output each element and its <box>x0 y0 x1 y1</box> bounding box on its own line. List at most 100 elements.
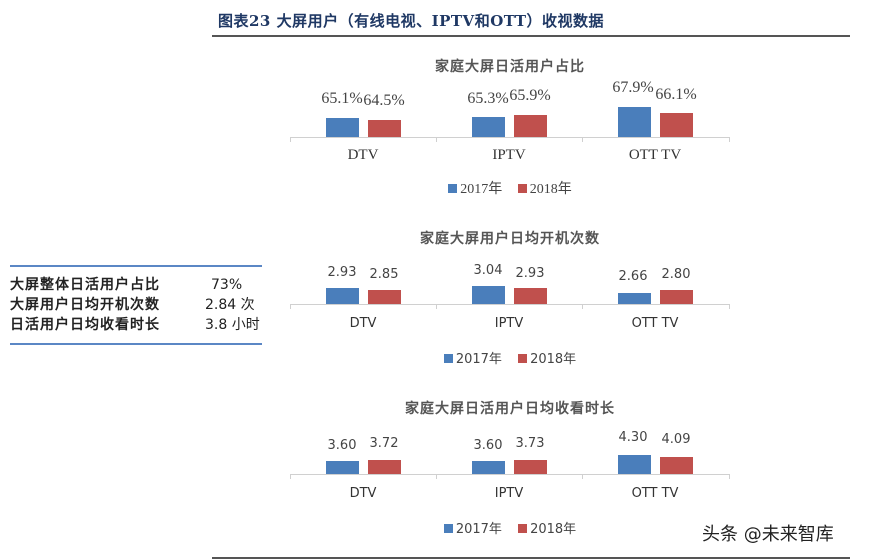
bar-2018-iptv <box>514 460 547 474</box>
legend-swatch <box>518 524 528 533</box>
data-label: 3.60 <box>473 438 503 453</box>
bar-2018-ott <box>660 290 693 304</box>
chart-legend: 2017年 2018年 <box>290 348 730 367</box>
summary-row: 大屏整体日活用户占比 73% <box>10 275 262 295</box>
chart-title: 家庭大屏日活用户占比 <box>435 59 585 75</box>
category-label: IPTV <box>492 147 526 163</box>
chart-legend: 2017年 2018年 <box>290 518 730 537</box>
summary-row: 日活用户日均收看时长 3.8 小时 <box>10 315 262 335</box>
figure-title: 图表23 大屏用户（有线电视、IPTV和OTT）收视数据 <box>218 12 605 30</box>
data-label: 65.9% <box>509 87 551 104</box>
legend-label: 2017年 <box>455 522 502 537</box>
chart-daily-power-on-count: 家庭大屏用户日均开机次数 2.93 2.85 3.04 2.93 2.66 2.… <box>290 220 730 370</box>
bar-2017-ott <box>618 107 651 137</box>
data-label: 64.5% <box>363 92 405 109</box>
legend-swatch <box>448 184 458 194</box>
legend-item-2018: 2018年 <box>517 178 572 198</box>
bar-2018-iptv <box>514 115 547 137</box>
bar-2017-ott <box>618 455 651 474</box>
bar-2018-ott <box>660 113 693 137</box>
data-label: 3.72 <box>369 436 399 451</box>
category-label: OTT TV <box>631 316 679 331</box>
legend-item-2017: 2017年 <box>443 348 502 367</box>
summary-value: 3.8 小时 <box>205 317 260 333</box>
data-label: 2.66 <box>618 269 648 284</box>
legend-label: 2018年 <box>529 182 572 197</box>
bar-2017-dtv <box>326 118 359 137</box>
legend-item-2018: 2018年 <box>518 348 576 367</box>
bar-2018-dtv <box>368 120 401 137</box>
bar-2018-dtv <box>368 460 401 474</box>
bar-2017-iptv <box>472 117 505 137</box>
x-tick <box>582 474 583 479</box>
bar-2018-iptv <box>514 288 547 304</box>
x-tick <box>729 137 730 142</box>
category-label: DTV <box>349 486 377 501</box>
data-label: 3.60 <box>327 438 357 453</box>
chart-legend: 2017年 2018年 <box>290 178 730 198</box>
category-label: OTT TV <box>628 147 682 163</box>
data-label: 2.93 <box>327 265 357 280</box>
data-label: 66.1% <box>655 86 697 103</box>
legend-label: 2018年 <box>530 352 577 367</box>
category-label: IPTV <box>494 316 524 331</box>
summary-label: 大屏整体日活用户占比 <box>10 277 160 293</box>
legend-item-2017: 2017年 <box>448 178 502 198</box>
x-tick <box>436 474 437 479</box>
x-axis <box>290 474 730 475</box>
summary-bottom-rule <box>10 343 262 345</box>
x-tick <box>290 304 291 309</box>
x-tick <box>729 474 730 479</box>
bar-2017-dtv <box>326 461 359 474</box>
title-divider <box>212 35 850 37</box>
data-label: 4.30 <box>618 430 648 445</box>
chart-daily-active-ratio: 家庭大屏日活用户占比 65.1% 64.5% 65.3% 65.9% 67.9%… <box>290 50 730 200</box>
bar-2018-ott <box>660 457 693 474</box>
data-label: 65.1% <box>321 90 363 107</box>
summary-top-rule <box>10 265 262 267</box>
category-label: IPTV <box>494 486 524 501</box>
x-axis <box>290 304 730 305</box>
legend-item-2018: 2018年 <box>518 518 576 537</box>
x-tick <box>436 137 437 142</box>
summary-value: 2.84 次 <box>205 297 255 313</box>
x-tick <box>290 137 291 142</box>
chart-title: 家庭大屏日活用户日均收看时长 <box>405 401 615 417</box>
bar-2017-iptv <box>472 286 505 304</box>
legend-label: 2018年 <box>530 522 577 537</box>
legend-swatch <box>517 184 527 194</box>
summary-label: 日活用户日均收看时长 <box>10 317 160 333</box>
x-tick <box>290 474 291 479</box>
summary-box: 大屏整体日活用户占比 73% 大屏用户日均开机次数 2.84 次 日活用户日均收… <box>10 265 262 345</box>
summary-row: 大屏用户日均开机次数 2.84 次 <box>10 295 262 315</box>
chart-daily-viewing-hours: 家庭大屏日活用户日均收看时长 3.60 3.72 3.60 3.73 4.30 … <box>290 390 730 540</box>
chart-title: 家庭大屏用户日均开机次数 <box>420 231 600 247</box>
data-label: 4.09 <box>661 432 691 447</box>
summary-label: 大屏用户日均开机次数 <box>10 297 160 313</box>
category-label: OTT TV <box>631 486 679 501</box>
bar-2017-iptv <box>472 461 505 474</box>
legend-label: 2017年 <box>460 182 503 197</box>
legend-swatch <box>443 524 453 533</box>
legend-swatch <box>518 354 528 363</box>
x-axis <box>290 137 730 138</box>
legend-swatch <box>443 354 453 363</box>
bar-2017-ott <box>618 293 651 304</box>
summary-value: 73% <box>211 277 243 293</box>
data-label: 2.80 <box>661 267 691 282</box>
bar-2018-dtv <box>368 290 401 304</box>
x-tick <box>729 304 730 309</box>
data-label: 3.73 <box>515 436 545 451</box>
category-label: DTV <box>347 147 379 163</box>
data-label: 3.04 <box>473 263 503 278</box>
legend-item-2017: 2017年 <box>443 518 502 537</box>
data-label: 2.93 <box>515 266 545 281</box>
x-tick <box>582 137 583 142</box>
data-label: 67.9% <box>612 79 654 96</box>
x-tick <box>582 304 583 309</box>
watermark: 头条 @未来智库 <box>702 524 834 545</box>
x-tick <box>436 304 437 309</box>
bottom-divider <box>212 557 850 559</box>
data-label: 65.3% <box>467 90 509 107</box>
data-label: 2.85 <box>369 267 399 282</box>
